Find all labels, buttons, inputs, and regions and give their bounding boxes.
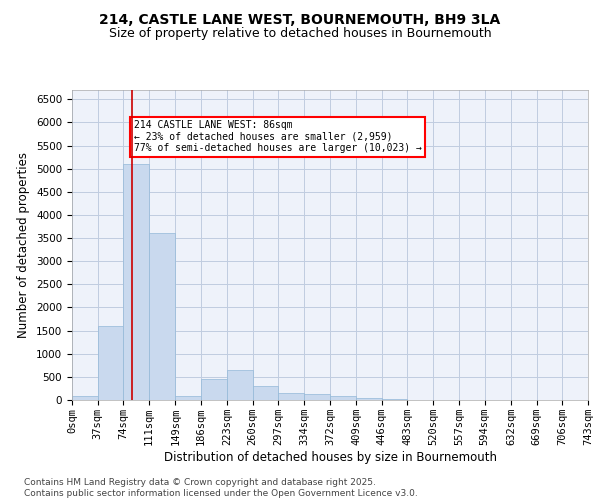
Bar	[278, 393, 304, 400]
Bar	[124, 164, 149, 400]
Bar	[201, 379, 227, 400]
Bar	[175, 396, 201, 400]
Bar	[304, 394, 331, 400]
Bar	[356, 398, 382, 400]
Bar	[253, 386, 278, 400]
Text: Size of property relative to detached houses in Bournemouth: Size of property relative to detached ho…	[109, 28, 491, 40]
Text: 214, CASTLE LANE WEST, BOURNEMOUTH, BH9 3LA: 214, CASTLE LANE WEST, BOURNEMOUTH, BH9 …	[100, 12, 500, 26]
Bar	[72, 396, 98, 400]
X-axis label: Distribution of detached houses by size in Bournemouth: Distribution of detached houses by size …	[163, 450, 497, 464]
Text: Contains HM Land Registry data © Crown copyright and database right 2025.
Contai: Contains HM Land Registry data © Crown c…	[24, 478, 418, 498]
Text: 214 CASTLE LANE WEST: 86sqm
← 23% of detached houses are smaller (2,959)
77% of : 214 CASTLE LANE WEST: 86sqm ← 23% of det…	[134, 120, 422, 154]
Bar	[331, 396, 356, 400]
Y-axis label: Number of detached properties: Number of detached properties	[17, 152, 31, 338]
Bar	[227, 370, 253, 400]
Bar	[149, 234, 175, 400]
Bar	[98, 326, 124, 400]
